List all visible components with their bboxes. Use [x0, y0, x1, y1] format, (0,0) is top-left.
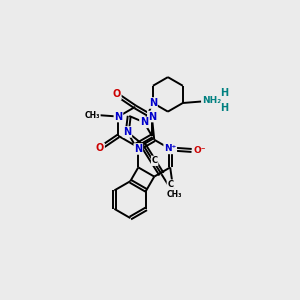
Text: N: N — [134, 144, 142, 154]
Text: NH₂: NH₂ — [202, 96, 221, 105]
Text: N: N — [123, 127, 131, 137]
Text: N: N — [140, 117, 148, 127]
Text: C: C — [167, 180, 173, 189]
Text: O: O — [96, 143, 104, 153]
Text: N⁺: N⁺ — [164, 145, 176, 154]
Text: CH₃: CH₃ — [167, 190, 182, 199]
Text: CH₃: CH₃ — [85, 111, 100, 120]
Text: C: C — [152, 156, 158, 165]
Text: H: H — [220, 103, 229, 113]
Text: N: N — [149, 98, 157, 108]
Text: O⁻: O⁻ — [194, 146, 206, 155]
Text: O: O — [112, 89, 121, 99]
Text: N: N — [148, 112, 156, 122]
Text: H: H — [220, 88, 229, 98]
Text: N: N — [114, 112, 122, 122]
